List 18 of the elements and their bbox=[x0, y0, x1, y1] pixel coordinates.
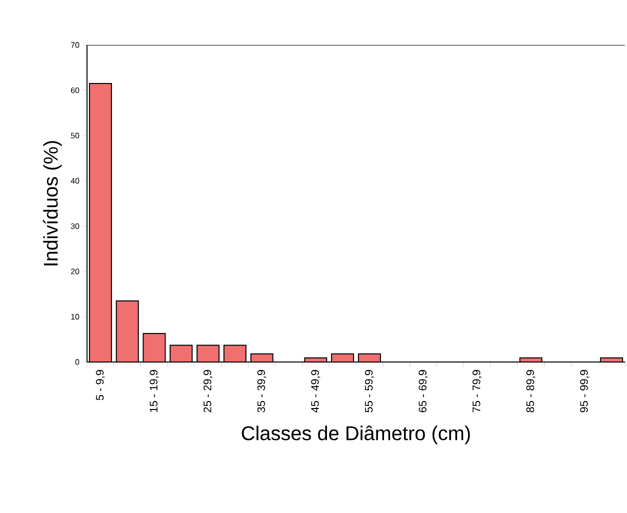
x-tick-label: 25 - 29,9 bbox=[204, 370, 213, 412]
x-axis-title: Classes de Diâmetro (cm) bbox=[242, 426, 470, 444]
x-tick-label: 35 - 39,9 bbox=[257, 370, 266, 412]
bar bbox=[116, 300, 138, 362]
x-tick-label: 95 - 99,9 bbox=[580, 370, 590, 412]
x-tick-label: 45 - 49,9 bbox=[311, 370, 320, 413]
x-tick-label: 75 - 79,9 bbox=[472, 370, 482, 412]
x-tick-label: 15 - 19,9 bbox=[150, 370, 159, 412]
x-tick-label: 55 - 59,9 bbox=[364, 370, 374, 412]
x-tick-label: 5 - 9,9 bbox=[96, 370, 105, 400]
bar bbox=[197, 345, 220, 362]
bar bbox=[170, 345, 192, 362]
bar bbox=[143, 333, 166, 362]
bar bbox=[224, 345, 246, 362]
x-tick-label: 85 - 89,9 bbox=[526, 370, 536, 412]
y-axis-title: Indivíduos (%) bbox=[42, 141, 62, 266]
bar bbox=[89, 83, 112, 362]
x-tick-label: 65 - 69,9 bbox=[418, 370, 428, 412]
